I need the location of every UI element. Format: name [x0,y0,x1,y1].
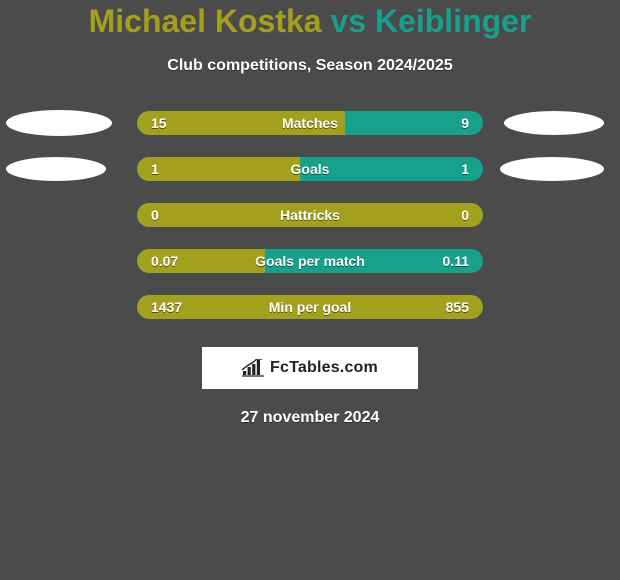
source-logo-text: FcTables.com [270,359,378,377]
title-player-left: Michael Kostka [89,3,322,39]
stat-row: 15 Matches 9 [0,111,620,135]
stat-value-right: 0.11 [443,253,469,269]
stat-label: Min per goal [269,299,351,315]
stat-rows: 15 Matches 9 1 Goals 1 0 Hattricks 0 0.07 Goals pe… [0,111,620,319]
stat-value-left: 15 [151,115,167,131]
stat-label: Matches [282,115,338,131]
stat-value-left: 0.07 [151,253,178,269]
title-player-right: Keiblinger [375,3,531,39]
stat-value-left: 0 [151,207,159,223]
stat-label: Goals per match [255,253,365,269]
title-vs: vs [330,3,366,39]
container: Michael Kostka vs Keiblinger Club compet… [0,0,620,427]
date-label: 27 november 2024 [0,409,620,427]
stat-row: 0.07 Goals per match 0.11 [0,249,620,273]
source-logo: FcTables.com [202,347,418,389]
stat-bar-fill [137,157,300,181]
stat-label: Hattricks [280,207,340,223]
avatar-placeholder-right [504,111,604,135]
stat-row: 1 Goals 1 [0,157,620,181]
stat-row: 1437 Min per goal 855 [0,295,620,319]
avatar-placeholder-left [6,110,112,136]
stat-label: Goals [291,161,330,177]
stat-value-right: 9 [461,115,469,131]
stat-value-right: 0 [461,207,469,223]
stat-value-right: 1 [461,161,469,177]
stat-value-right: 855 [446,299,469,315]
page-title: Michael Kostka vs Keiblinger [0,4,620,39]
bar-chart-icon [242,359,264,377]
subtitle: Club competitions, Season 2024/2025 [0,57,620,75]
stat-row: 0 Hattricks 0 [0,203,620,227]
stat-value-left: 1 [151,161,159,177]
avatar-placeholder-left [6,157,106,181]
stat-value-left: 1437 [151,299,182,315]
avatar-placeholder-right [500,157,604,181]
